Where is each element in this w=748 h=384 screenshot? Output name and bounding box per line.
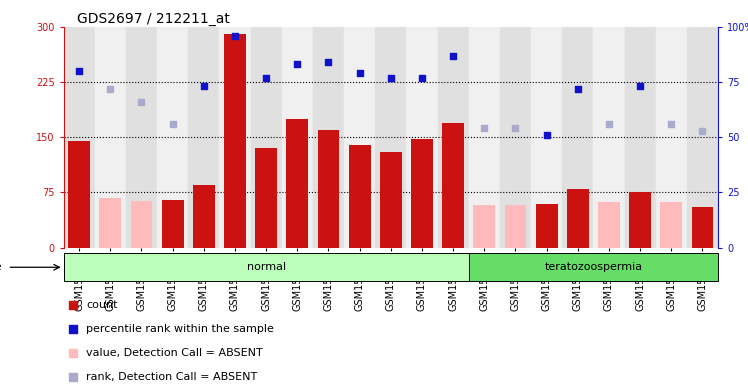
Bar	[438, 27, 469, 248]
Bar	[99, 198, 121, 248]
Bar	[505, 205, 527, 248]
Point	[229, 33, 241, 39]
Text: rank, Detection Call = ABSENT: rank, Detection Call = ABSENT	[87, 372, 258, 382]
Bar	[219, 27, 251, 248]
Point	[291, 61, 303, 68]
Point	[474, 54, 486, 60]
Bar	[95, 27, 126, 248]
Point	[354, 70, 366, 76]
Bar	[660, 202, 682, 248]
Bar	[442, 122, 464, 248]
Text: value, Detection Call = ABSENT: value, Detection Call = ABSENT	[87, 348, 263, 358]
Bar	[344, 27, 375, 248]
Text: percentile rank within the sample: percentile rank within the sample	[87, 324, 275, 334]
Bar	[349, 145, 370, 248]
Point	[73, 68, 85, 74]
Point	[603, 121, 615, 127]
Bar	[131, 201, 153, 248]
Point	[322, 59, 334, 65]
Bar	[286, 119, 308, 248]
Point	[474, 272, 486, 278]
Bar	[313, 27, 344, 248]
Text: GDS2697 / 212211_at: GDS2697 / 212211_at	[76, 12, 230, 26]
Point	[571, 86, 583, 92]
Point	[447, 53, 459, 59]
Text: count: count	[87, 300, 118, 310]
Bar	[162, 200, 183, 248]
Bar	[411, 139, 433, 248]
Bar	[692, 207, 714, 248]
Point	[416, 74, 428, 81]
Bar	[406, 27, 438, 248]
Bar	[625, 27, 656, 248]
Bar	[126, 27, 157, 248]
Bar	[656, 27, 687, 248]
Bar	[562, 27, 593, 248]
Bar	[251, 27, 282, 248]
Text: teratozoospermia: teratozoospermia	[545, 262, 643, 272]
Text: normal: normal	[247, 262, 286, 272]
Point	[260, 74, 272, 81]
Point	[509, 125, 521, 131]
Text: disease state: disease state	[0, 262, 1, 272]
Bar	[157, 27, 188, 248]
Bar	[536, 204, 557, 248]
Bar	[282, 27, 313, 248]
Bar	[255, 148, 277, 248]
Point	[104, 86, 116, 92]
Point	[135, 99, 147, 105]
Bar	[64, 253, 469, 281]
Point	[634, 83, 646, 89]
Bar	[500, 27, 531, 248]
Point	[167, 121, 179, 127]
Bar	[375, 27, 406, 248]
Point	[696, 127, 708, 134]
Bar	[469, 27, 500, 248]
Point	[665, 121, 677, 127]
Bar	[318, 130, 340, 248]
Bar	[64, 27, 95, 248]
Bar	[473, 205, 495, 248]
Bar	[380, 152, 402, 248]
Bar	[629, 192, 651, 248]
Point	[541, 132, 553, 138]
Bar	[68, 141, 90, 248]
Bar	[531, 27, 562, 248]
Point	[478, 125, 490, 131]
Bar	[687, 27, 718, 248]
Point	[197, 83, 209, 89]
Bar	[469, 253, 718, 281]
Bar	[598, 202, 620, 248]
Bar	[224, 34, 246, 248]
Bar	[593, 27, 625, 248]
Bar	[193, 185, 215, 248]
Bar	[567, 189, 589, 248]
Bar	[188, 27, 219, 248]
Point	[384, 74, 396, 81]
